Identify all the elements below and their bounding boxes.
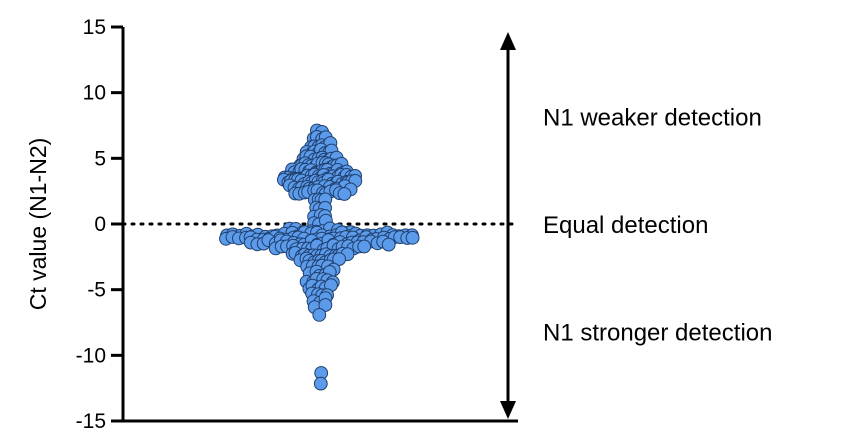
data-point xyxy=(357,239,372,254)
y-tick-label: -15 xyxy=(76,410,106,432)
arrow-head-up xyxy=(500,32,516,50)
arrow-head-down xyxy=(500,401,516,419)
annotation-label: N1 weaker detection xyxy=(543,104,762,131)
annotation-label: Equal detection xyxy=(543,212,708,239)
data-point xyxy=(381,237,396,252)
y-tick-label: -10 xyxy=(76,344,106,367)
y-tick-label: -5 xyxy=(87,279,106,302)
data-point xyxy=(313,376,328,391)
data-point xyxy=(312,308,327,322)
data-point xyxy=(405,230,420,245)
data-point xyxy=(337,187,352,201)
y-tick-label: 10 xyxy=(83,82,106,105)
data-point xyxy=(318,298,333,312)
annotations: N1 weaker detection Equal detection N1 str… xyxy=(543,104,772,346)
y-tick-label: 0 xyxy=(94,213,106,236)
y-tick-label: 15 xyxy=(83,16,106,39)
y-tick-label: 5 xyxy=(94,147,106,170)
y-axis-ticks: 15 10 5 0 -5 -10 -15 xyxy=(76,16,123,432)
detection-range-arrow xyxy=(500,32,516,419)
annotation-label: N1 stronger detection xyxy=(543,320,772,347)
y-axis-label: Ct value (N1-N2) xyxy=(25,138,51,311)
data-points xyxy=(219,123,420,391)
